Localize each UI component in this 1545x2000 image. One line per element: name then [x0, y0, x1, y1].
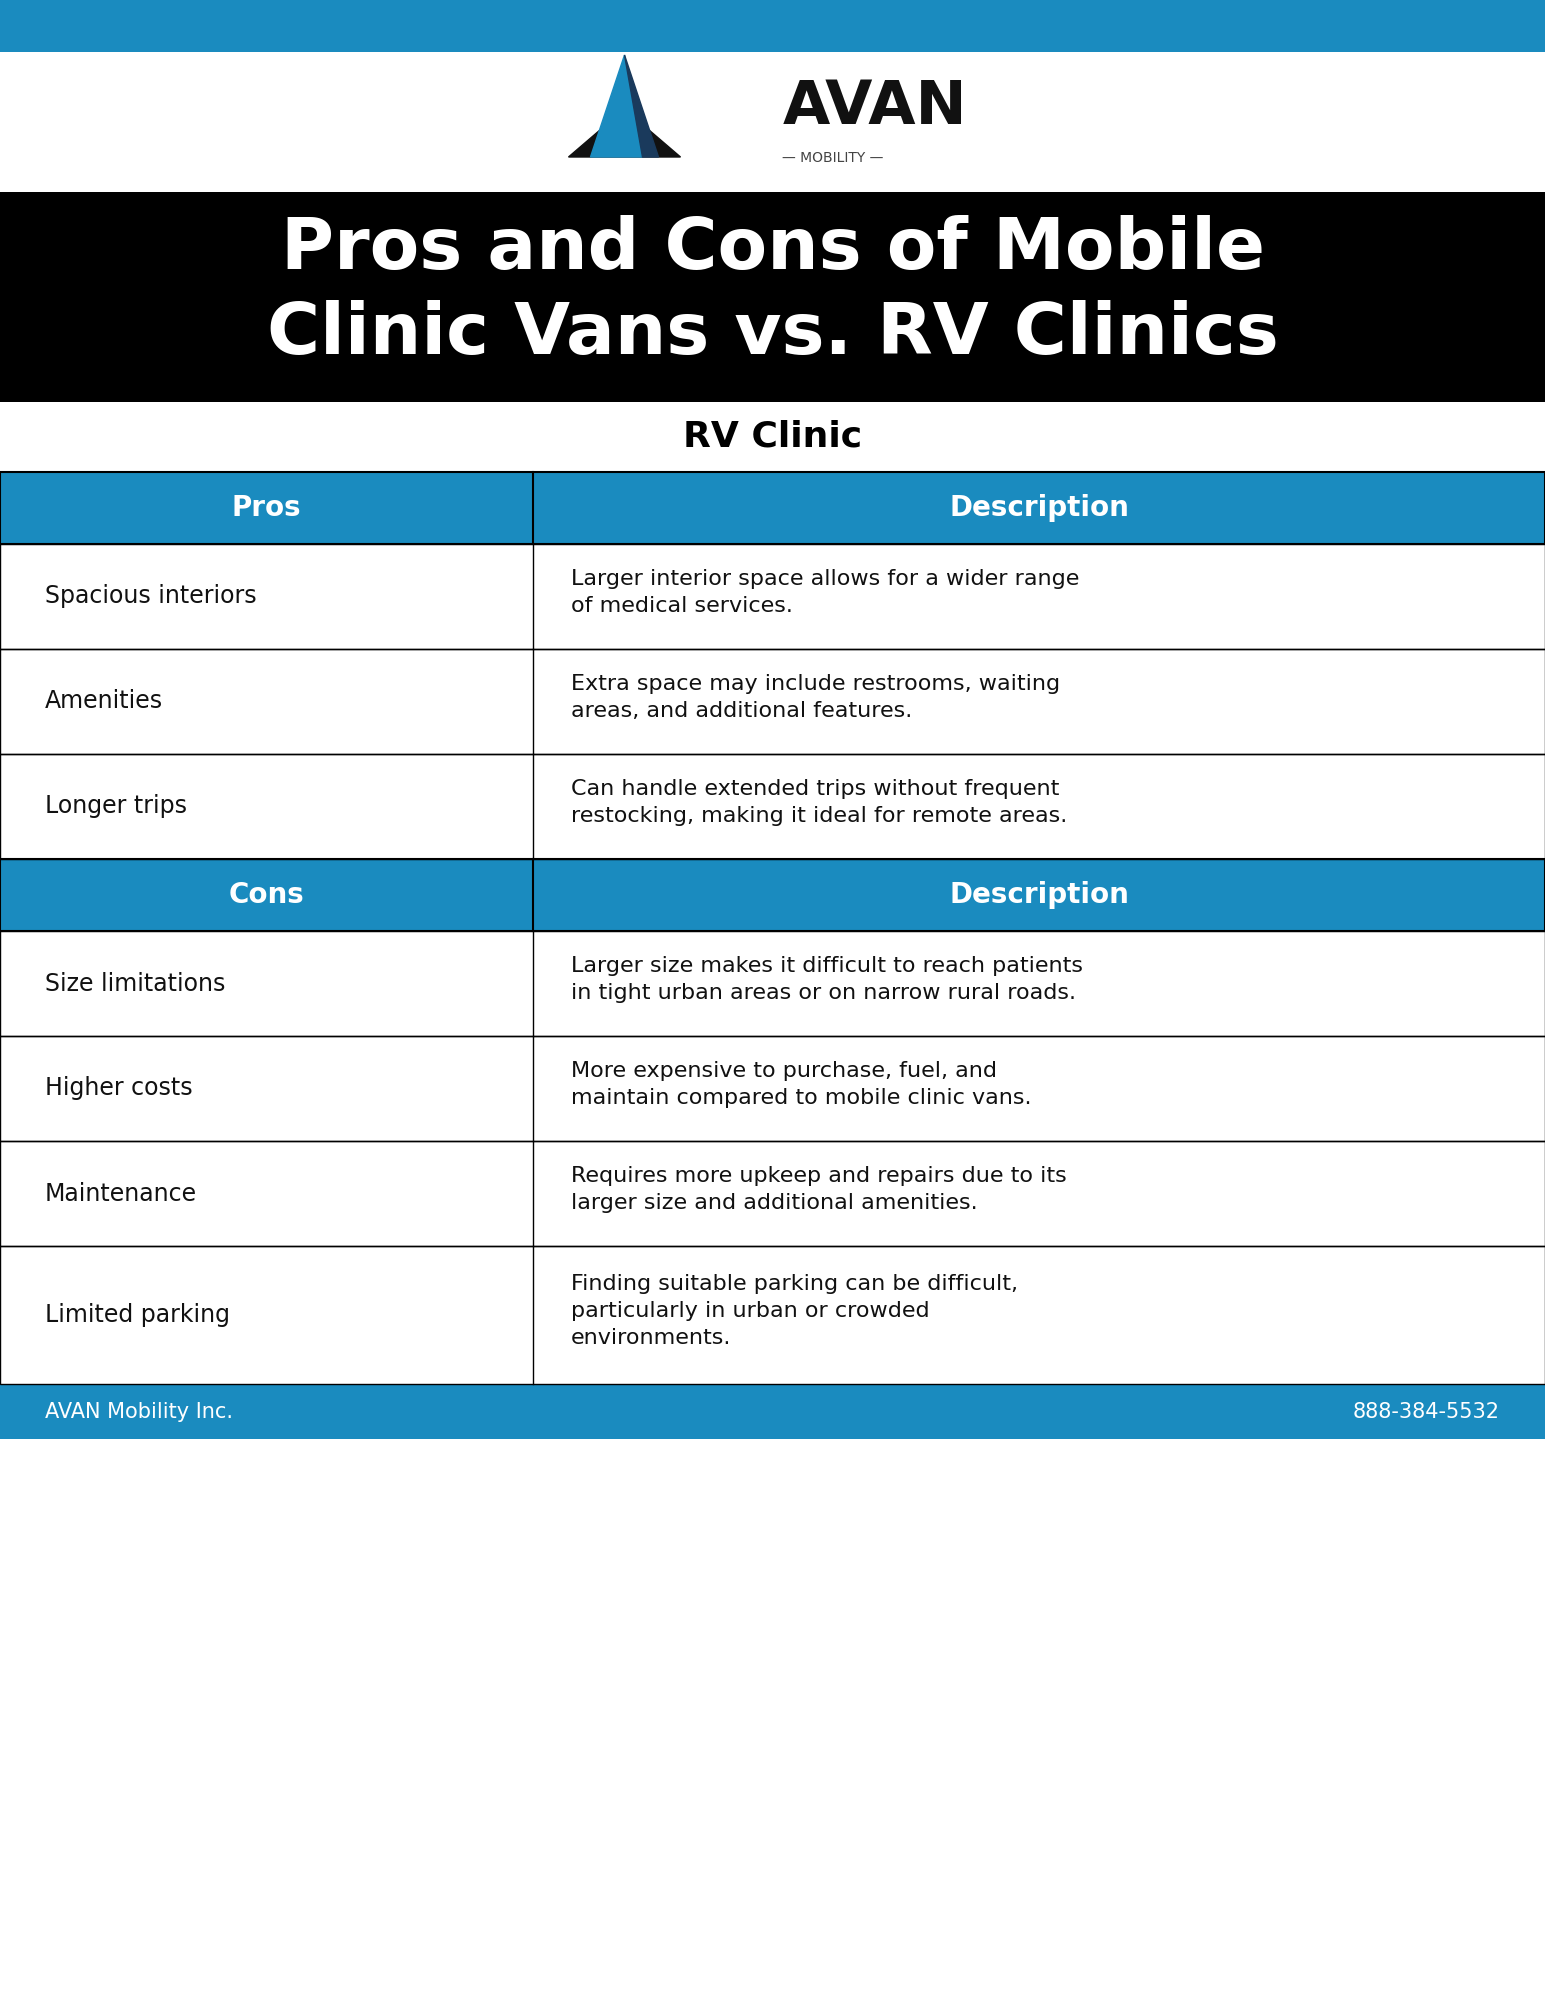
Bar: [0, 860, 1545, 932]
Polygon shape: [624, 54, 658, 156]
Bar: [0, 1036, 1545, 1142]
Bar: [0, 472, 1545, 544]
Bar: [0, 0, 1545, 52]
Bar: [0, 754, 1545, 860]
Bar: [0, 402, 1545, 472]
Bar: [0, 1036, 1545, 1142]
Bar: [0, 1384, 1545, 1440]
Text: Can handle extended trips without frequent
restocking, making it ideal for remot: Can handle extended trips without freque…: [572, 778, 1068, 826]
Bar: [0, 472, 1545, 544]
Bar: [0, 1142, 1545, 1246]
Text: — MOBILITY —: — MOBILITY —: [782, 150, 884, 164]
Bar: [0, 544, 1545, 648]
Bar: [0, 544, 1545, 648]
Bar: [0, 932, 1545, 1036]
Text: Finding suitable parking can be difficult,
particularly in urban or crowded
envi: Finding suitable parking can be difficul…: [572, 1274, 1018, 1348]
Text: Limited parking: Limited parking: [45, 1304, 230, 1328]
Bar: [0, 1246, 1545, 1384]
Text: Higher costs: Higher costs: [45, 1076, 193, 1100]
Bar: [0, 754, 1545, 860]
Text: Cons: Cons: [229, 880, 304, 908]
Polygon shape: [569, 108, 680, 156]
Bar: [0, 932, 1545, 1036]
Text: Maintenance: Maintenance: [45, 1182, 198, 1206]
Bar: [0, 860, 1545, 932]
Text: Extra space may include restrooms, waiting
areas, and additional features.: Extra space may include restrooms, waiti…: [572, 674, 1060, 722]
Text: Requires more upkeep and repairs due to its
larger size and additional amenities: Requires more upkeep and repairs due to …: [572, 1166, 1066, 1214]
Text: Pros: Pros: [232, 494, 301, 522]
Text: Larger interior space allows for a wider range
of medical services.: Larger interior space allows for a wider…: [572, 568, 1080, 616]
Text: Size limitations: Size limitations: [45, 972, 226, 996]
Text: RV Clinic: RV Clinic: [683, 420, 862, 454]
Text: Description: Description: [949, 880, 1129, 908]
Bar: [0, 192, 1545, 402]
Text: Amenities: Amenities: [45, 690, 164, 714]
Text: Spacious interiors: Spacious interiors: [45, 584, 256, 608]
Bar: [0, 52, 1545, 192]
Polygon shape: [590, 54, 643, 156]
Text: Longer trips: Longer trips: [45, 794, 187, 818]
Bar: [0, 1246, 1545, 1384]
Bar: [0, 648, 1545, 754]
Text: 888-384-5532: 888-384-5532: [1353, 1402, 1500, 1422]
Text: Larger size makes it difficult to reach patients
in tight urban areas or on narr: Larger size makes it difficult to reach …: [572, 956, 1083, 1004]
Bar: [0, 648, 1545, 754]
Bar: [0, 1142, 1545, 1246]
Text: AVAN: AVAN: [782, 78, 967, 138]
Text: Pros and Cons of Mobile
Clinic Vans vs. RV Clinics: Pros and Cons of Mobile Clinic Vans vs. …: [267, 214, 1278, 370]
Text: AVAN Mobility Inc.: AVAN Mobility Inc.: [45, 1402, 233, 1422]
Text: More expensive to purchase, fuel, and
maintain compared to mobile clinic vans.: More expensive to purchase, fuel, and ma…: [572, 1060, 1032, 1108]
Text: Description: Description: [949, 494, 1129, 522]
